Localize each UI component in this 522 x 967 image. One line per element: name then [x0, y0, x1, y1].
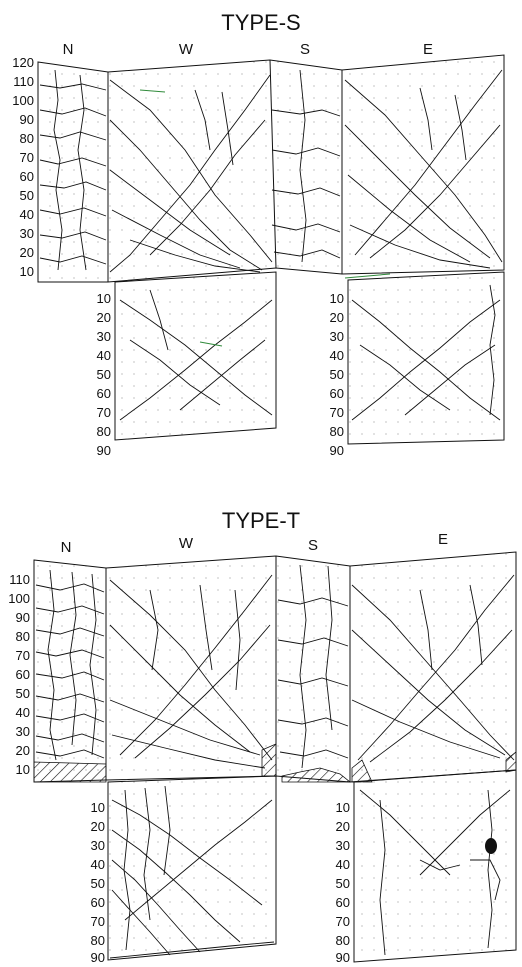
- lower-wall-e: [347, 271, 505, 445]
- panel-title: TYPE-S: [221, 10, 300, 35]
- tick-label: 30: [330, 329, 344, 344]
- tick-label: 10: [91, 800, 105, 815]
- tick-label: 70: [20, 150, 34, 165]
- tick-label: 10: [330, 291, 344, 306]
- tick-label: 70: [336, 914, 350, 929]
- tick-label: 110: [9, 572, 30, 587]
- tick-label: 20: [330, 310, 344, 325]
- tick-label: 60: [336, 895, 350, 910]
- tick-label: 60: [91, 895, 105, 910]
- tick-label: 90: [330, 443, 344, 458]
- tick-label: 50: [97, 367, 111, 382]
- panel-type-t: TYPE-T N W S E: [8, 508, 517, 965]
- tick-label: 70: [91, 914, 105, 929]
- tick-label: 70: [97, 405, 111, 420]
- face-label-w: W: [179, 41, 194, 58]
- face-label-e: E: [438, 531, 448, 548]
- tick-label: 60: [330, 386, 344, 401]
- tick-label: 80: [91, 933, 105, 948]
- tick-label: 80: [16, 629, 30, 644]
- tick-label: 60: [20, 169, 34, 184]
- upper-axis: 110 100 90 80 70 60 50 40 30 20 10: [8, 572, 30, 777]
- tick-label: 30: [16, 724, 30, 739]
- tick-label: 60: [16, 667, 30, 682]
- panel-title: TYPE-T: [222, 508, 300, 533]
- face-label-e: E: [423, 41, 433, 58]
- tick-label: 20: [97, 310, 111, 325]
- tick-label: 80: [20, 131, 34, 146]
- tick-label: 80: [330, 424, 344, 439]
- tick-label: 50: [16, 686, 30, 701]
- panel-type-s: TYPE-S N W S E: [12, 10, 505, 458]
- crack-lines: [35, 564, 515, 959]
- tick-label: 110: [13, 74, 34, 89]
- tick-label: 20: [16, 743, 30, 758]
- tick-label: 80: [97, 424, 111, 439]
- tick-label: 10: [20, 264, 34, 279]
- face-label-s: S: [300, 41, 310, 58]
- lower-axis-right: 10 20 30 40 50 60 70 80 90: [336, 800, 350, 965]
- tick-label: 70: [16, 648, 30, 663]
- upper-wall-unfolded: [37, 54, 505, 283]
- crack-accent-lines: [139, 89, 391, 347]
- face-label-n: N: [63, 41, 74, 58]
- tick-label: 120: [12, 55, 34, 70]
- tick-label: 60: [97, 386, 111, 401]
- tick-label: 50: [330, 367, 344, 382]
- face-label-s: S: [308, 537, 318, 554]
- tick-label: 50: [91, 876, 105, 891]
- tick-label: 30: [97, 329, 111, 344]
- tick-label: 20: [20, 245, 34, 260]
- tick-label: 90: [97, 443, 111, 458]
- tick-label: 90: [20, 112, 34, 127]
- tick-label: 50: [20, 188, 34, 203]
- lower-axis-right: 10 20 30 40 50 60 70 80 90: [330, 291, 344, 458]
- lower-wall-w: [114, 271, 277, 441]
- tick-label: 40: [330, 348, 344, 363]
- tick-label: 10: [97, 291, 111, 306]
- tick-label: 50: [336, 876, 350, 891]
- lower-axis-left: 10 20 30 40 50 60 70 80 90: [97, 291, 111, 458]
- tick-label: 30: [20, 226, 34, 241]
- tick-label: 90: [336, 950, 350, 965]
- spall-marker: [485, 838, 497, 854]
- upper-axis: 120 110 100 90 80 70 60 50 40 30 20 10: [12, 55, 34, 279]
- tick-label: 80: [336, 933, 350, 948]
- tick-label: 40: [97, 348, 111, 363]
- lower-axis-left: 10 20 30 40 50 60 70 80 90: [91, 800, 105, 965]
- tick-label: 20: [336, 819, 350, 834]
- lower-wall-w: [107, 775, 277, 961]
- face-label-n: N: [61, 539, 72, 556]
- tick-label: 90: [91, 950, 105, 965]
- tick-label: 90: [16, 610, 30, 625]
- tick-label: 40: [16, 705, 30, 720]
- tick-label: 20: [91, 819, 105, 834]
- tick-label: 10: [336, 800, 350, 815]
- tick-label: 40: [20, 207, 34, 222]
- tick-label: 70: [330, 405, 344, 420]
- tick-label: 100: [8, 591, 30, 606]
- tick-label: 30: [91, 838, 105, 853]
- face-label-w: W: [179, 535, 194, 552]
- tick-label: 100: [12, 93, 34, 108]
- lower-wall-e: [353, 769, 517, 963]
- tick-label: 40: [91, 857, 105, 872]
- tick-label: 40: [336, 857, 350, 872]
- tick-label: 30: [336, 838, 350, 853]
- tick-label: 10: [16, 762, 30, 777]
- crack-lines: [39, 69, 503, 421]
